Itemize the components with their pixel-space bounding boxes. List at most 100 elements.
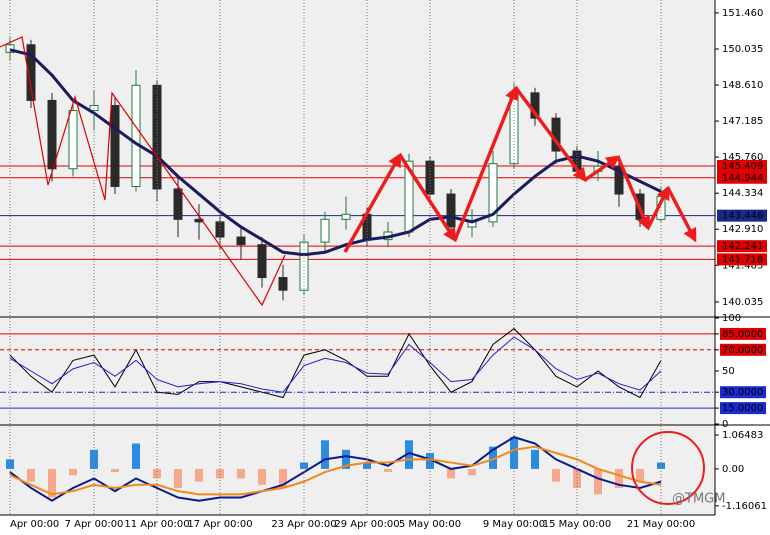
price-label-box xyxy=(717,209,767,222)
candle-body xyxy=(488,163,498,223)
x-tick-label: 21 May 00:00 xyxy=(627,519,696,530)
x-tick-label: 11 Apr 00:00 xyxy=(124,519,189,530)
y-tick-label: 85.0000 xyxy=(722,329,763,340)
histogram-bar xyxy=(48,468,56,498)
arrow xyxy=(583,155,621,182)
histogram-bar xyxy=(468,468,476,476)
candle-body xyxy=(299,241,309,291)
histogram-bar xyxy=(111,468,119,473)
y-tick-label: 70.0000 xyxy=(722,345,763,356)
tick-label-box xyxy=(720,327,766,340)
price-label-box xyxy=(717,159,767,172)
x-tick-label: 17 Apr 00:00 xyxy=(187,519,252,530)
annotations xyxy=(0,36,705,505)
y-tick-label: 141.485 xyxy=(722,260,763,271)
y-tick-label: 145.760 xyxy=(722,152,763,163)
y-tick-label: 100 xyxy=(722,313,741,324)
oscillator-line xyxy=(9,327,662,399)
histogram-bar xyxy=(258,468,266,485)
histogram-bar xyxy=(321,440,329,469)
arrow xyxy=(666,187,697,243)
price-label: 145.409 xyxy=(722,161,763,172)
y-tick-label: -1.16061 xyxy=(722,501,767,512)
price-label: 143.446 xyxy=(722,211,763,222)
histogram-bar xyxy=(447,468,455,479)
y-tick-label: 147.185 xyxy=(722,116,763,127)
histogram-bar xyxy=(594,468,602,495)
y-tick-label: 1.06483 xyxy=(722,430,763,441)
x-tick-label: 9 May 00:00 xyxy=(483,519,545,530)
y-tick-label: 30.0000 xyxy=(722,387,763,398)
y-tick-label: 144.334 xyxy=(722,188,763,199)
price-label: 141.718 xyxy=(722,254,763,265)
candle-body xyxy=(47,99,57,170)
histogram-bar xyxy=(489,446,497,469)
histogram-bar xyxy=(531,449,539,469)
macd-line xyxy=(9,436,662,502)
trend-line xyxy=(0,36,286,307)
oscillator-line xyxy=(9,336,662,393)
histogram-bar xyxy=(636,468,644,482)
watermark: @TMGM xyxy=(672,492,725,507)
y-tick-label: 0 xyxy=(722,419,728,430)
histogram-bar xyxy=(174,468,182,488)
histogram-bar xyxy=(573,468,581,488)
arrow xyxy=(646,185,670,229)
x-tick-label: 5 May 00:00 xyxy=(399,519,461,530)
highlight-circle xyxy=(631,431,705,505)
macd-line xyxy=(9,445,662,496)
candle-body xyxy=(257,244,267,279)
histogram-bar xyxy=(342,449,350,469)
histogram-bar xyxy=(237,468,245,479)
x-tick-label: 7 Apr 00:00 xyxy=(65,519,124,530)
histogram-bar xyxy=(279,468,287,488)
histogram-bar xyxy=(405,440,413,469)
histogram-bar xyxy=(615,468,623,488)
price-label-box xyxy=(717,171,767,184)
candle-body xyxy=(173,188,183,220)
tick-label-box xyxy=(720,343,766,356)
candle-body xyxy=(68,110,78,170)
y-tick-label: 151.460 xyxy=(722,8,763,19)
histogram-bar xyxy=(132,443,140,469)
y-tick-label: 15.0000 xyxy=(722,403,763,414)
histogram-bar xyxy=(216,468,224,479)
y-tick-label: 150.035 xyxy=(722,44,763,55)
y-tick-label: 148.610 xyxy=(722,80,763,91)
x-tick-label: 15 May 00:00 xyxy=(543,519,612,530)
arrow xyxy=(343,152,402,253)
candle-body xyxy=(278,277,288,291)
x-tick-label: 29 Apr 00:00 xyxy=(334,519,399,530)
arrow xyxy=(398,154,457,243)
x-tick-label: 23 Apr 00:00 xyxy=(271,519,336,530)
histogram-bar xyxy=(384,468,392,473)
histogram-bar xyxy=(69,468,77,476)
histogram-bar xyxy=(6,459,14,469)
y-tick-label: 140.035 xyxy=(722,297,763,308)
histogram-bar xyxy=(195,468,203,482)
candle-body xyxy=(320,218,330,243)
candle-body xyxy=(152,84,162,190)
histogram-bar xyxy=(27,468,35,482)
price-label-box xyxy=(717,240,767,253)
candle-body xyxy=(131,84,141,187)
price-label-box xyxy=(717,253,767,266)
plot-background xyxy=(0,0,715,515)
candle-body xyxy=(236,236,246,246)
histogram-bar xyxy=(153,468,161,479)
price-label: 144.944 xyxy=(722,173,763,184)
candle-body xyxy=(446,193,456,228)
y-tick-label: 0.00 xyxy=(722,464,744,475)
candle-body xyxy=(110,105,120,187)
candle-body xyxy=(26,44,36,101)
y-tick-label: 50 xyxy=(722,366,735,377)
histogram-bar xyxy=(426,453,434,469)
moving-average xyxy=(9,48,662,257)
tick-label-box xyxy=(720,386,766,399)
candle-body xyxy=(341,213,351,220)
arrow xyxy=(453,85,519,241)
tick-label-box xyxy=(720,402,766,415)
arrow xyxy=(514,86,587,183)
